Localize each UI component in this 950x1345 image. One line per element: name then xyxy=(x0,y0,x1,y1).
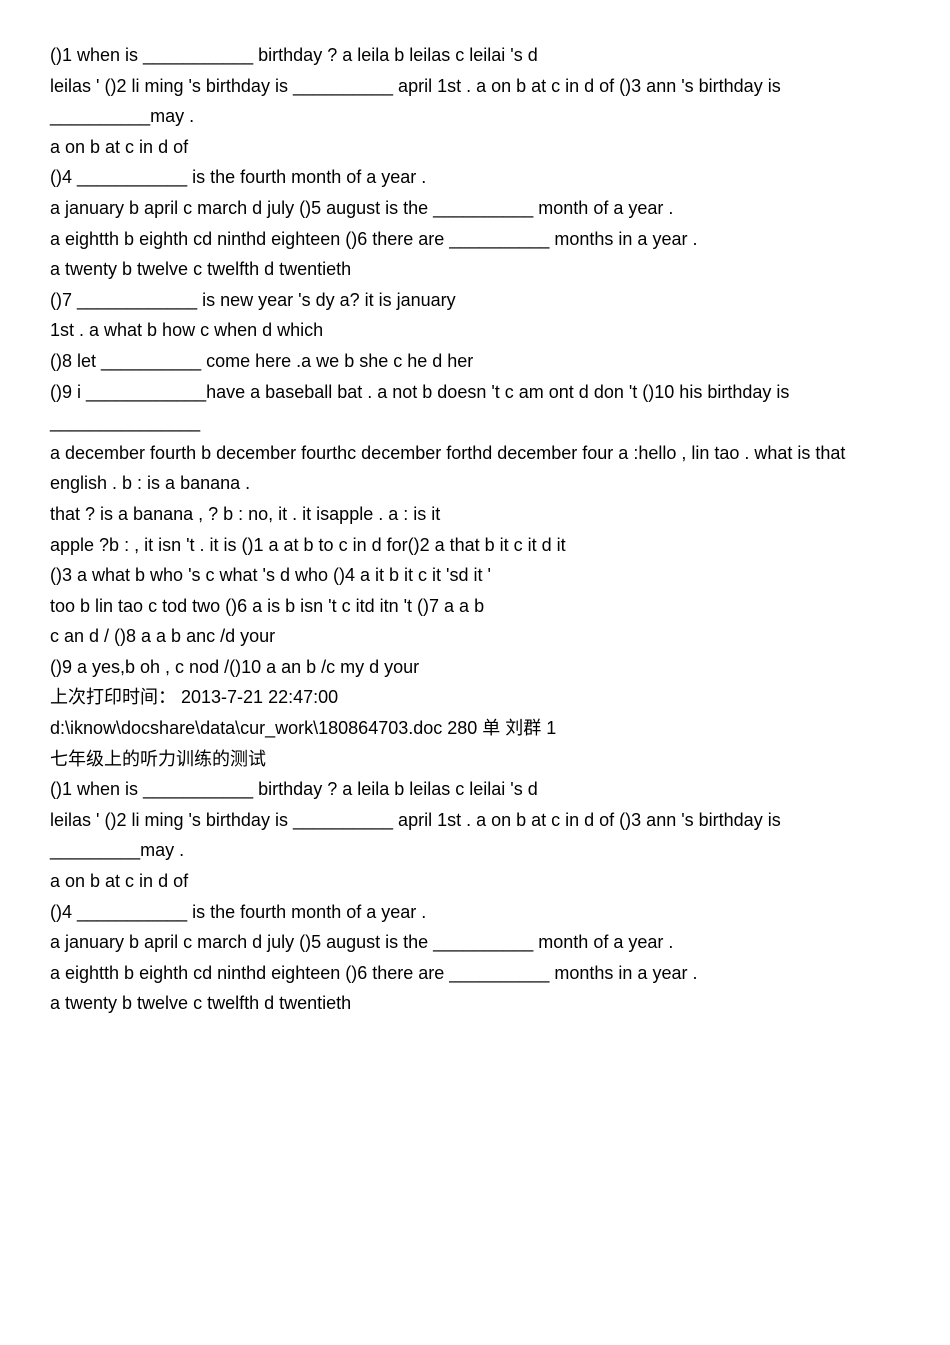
text-line: too b lin tao c tod two ()6 a is b isn '… xyxy=(50,591,900,622)
text-line: ()4 ___________ is the fourth month of a… xyxy=(50,162,900,193)
text-line: a eightth b eighth cd ninthd eighteen ()… xyxy=(50,224,900,255)
text-line: ()8 let __________ come here .a we b she… xyxy=(50,346,900,377)
text-line: a twenty b twelve c twelfth d twentieth xyxy=(50,254,900,285)
text-line: 1st . a what b how c when d which xyxy=(50,315,900,346)
text-line: ()4 ___________ is the fourth month of a… xyxy=(50,897,900,928)
text-line: ()7 ____________ is new year 's dy a? it… xyxy=(50,285,900,316)
text-line: a december fourth b december fourthc dec… xyxy=(50,438,900,499)
text-line: a twenty b twelve c twelfth d twentieth xyxy=(50,988,900,1019)
text-line: ()1 when is ___________ birthday ? a lei… xyxy=(50,774,900,805)
text-line: a january b april c march d july ()5 aug… xyxy=(50,193,900,224)
text-line: leilas ' ()2 li ming 's birthday is ____… xyxy=(50,805,900,866)
text-line: that ? is a banana , ? b : no, it . it i… xyxy=(50,499,900,530)
text-line: ()9 i ____________have a baseball bat . … xyxy=(50,377,900,438)
text-line: 七年级上的听力训练的测试 xyxy=(50,744,900,775)
text-line: a eightth b eighth cd ninthd eighteen ()… xyxy=(50,958,900,989)
text-line: c an d / ()8 a a b anc /d your xyxy=(50,621,900,652)
text-line: ()1 when is ___________ birthday ? a lei… xyxy=(50,40,900,71)
document-content: ()1 when is ___________ birthday ? a lei… xyxy=(50,40,900,1019)
text-line: a on b at c in d of xyxy=(50,132,900,163)
text-line: a january b april c march d july ()5 aug… xyxy=(50,927,900,958)
text-line: ()9 a yes,b oh , c nod /()10 a an b /c m… xyxy=(50,652,900,683)
text-line: apple ?b : , it isn 't . it is ()1 a at … xyxy=(50,530,900,561)
text-line: leilas ' ()2 li ming 's birthday is ____… xyxy=(50,71,900,132)
text-line: 上次打印时间： 2013-7-21 22:47:00 xyxy=(50,682,900,713)
text-line: a on b at c in d of xyxy=(50,866,900,897)
text-line: ()3 a what b who 's c what 's d who ()4 … xyxy=(50,560,900,591)
text-line: d:\iknow\docshare\data\cur_work\18086470… xyxy=(50,713,900,744)
